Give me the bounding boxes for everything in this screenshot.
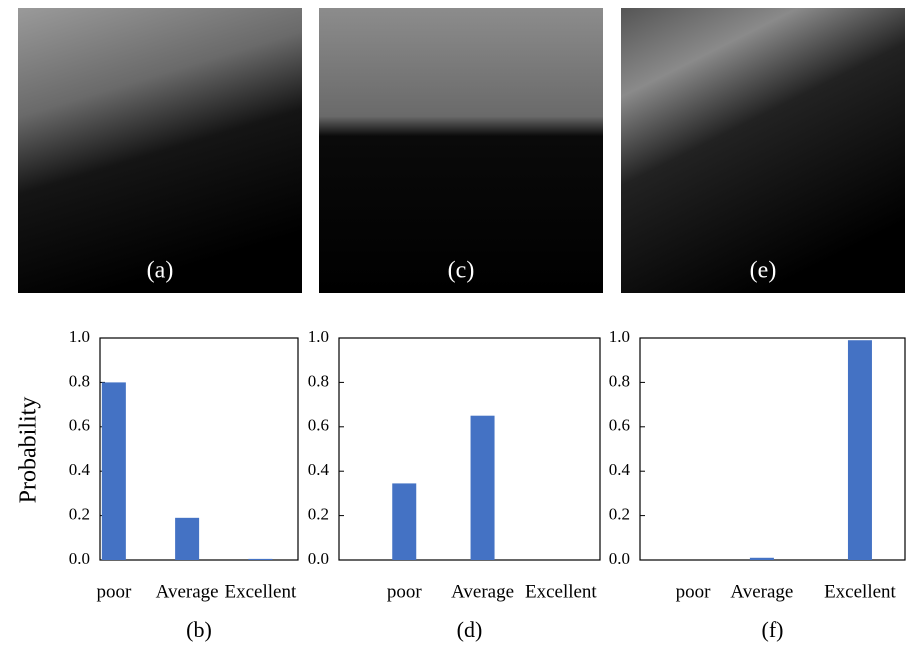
x-tick-label: poor — [676, 581, 712, 602]
image-panel — [621, 8, 905, 293]
image-label: (a) — [147, 258, 174, 284]
x-tick-label: Average — [156, 581, 219, 602]
x-tick-label: poor — [387, 581, 423, 602]
x-tick-label: Average — [451, 581, 514, 602]
y-tick-label: 0.4 — [308, 460, 330, 479]
y-axis-label: Probability — [16, 397, 42, 504]
image-label: (e) — [750, 258, 777, 284]
chart-caption: (f) — [762, 617, 784, 642]
y-tick-label: 0.6 — [609, 416, 630, 435]
x-tick-label: Excellent — [824, 581, 896, 602]
bar — [749, 557, 774, 560]
chart-caption: (d) — [457, 617, 483, 642]
y-tick-label: 0.8 — [609, 371, 630, 390]
y-tick-label: 0.2 — [609, 505, 630, 524]
bar — [470, 415, 495, 560]
y-tick-label: 0.8 — [308, 371, 329, 390]
y-tick-label: 0.2 — [308, 505, 329, 524]
y-tick-label: 0.0 — [308, 549, 329, 568]
plot-frame — [338, 337, 601, 561]
image-panel — [18, 8, 302, 293]
y-tick-label: 0.0 — [69, 549, 90, 568]
x-tick-label: poor — [96, 581, 132, 602]
y-tick-label: 0.2 — [69, 505, 90, 524]
bar — [392, 483, 417, 560]
bar — [248, 558, 273, 560]
chart-caption: (b) — [186, 617, 212, 642]
x-tick-label: Average — [730, 581, 793, 602]
y-tick-label: 0.4 — [69, 460, 91, 479]
y-tick-label: 1.0 — [69, 327, 90, 346]
image-panel — [319, 8, 603, 293]
y-tick-label: 0.4 — [609, 460, 631, 479]
y-tick-label: 0.6 — [69, 416, 90, 435]
bar — [101, 382, 126, 560]
bar — [175, 517, 200, 560]
bar — [847, 340, 872, 560]
y-tick-label: 1.0 — [609, 327, 630, 346]
y-tick-label: 0.6 — [308, 416, 329, 435]
x-tick-label: Excellent — [525, 581, 597, 602]
image-label: (c) — [448, 258, 475, 284]
y-tick-label: 0.8 — [69, 371, 90, 390]
x-tick-label: Excellent — [225, 581, 297, 602]
y-tick-label: 0.0 — [609, 549, 630, 568]
y-tick-label: 1.0 — [308, 327, 329, 346]
